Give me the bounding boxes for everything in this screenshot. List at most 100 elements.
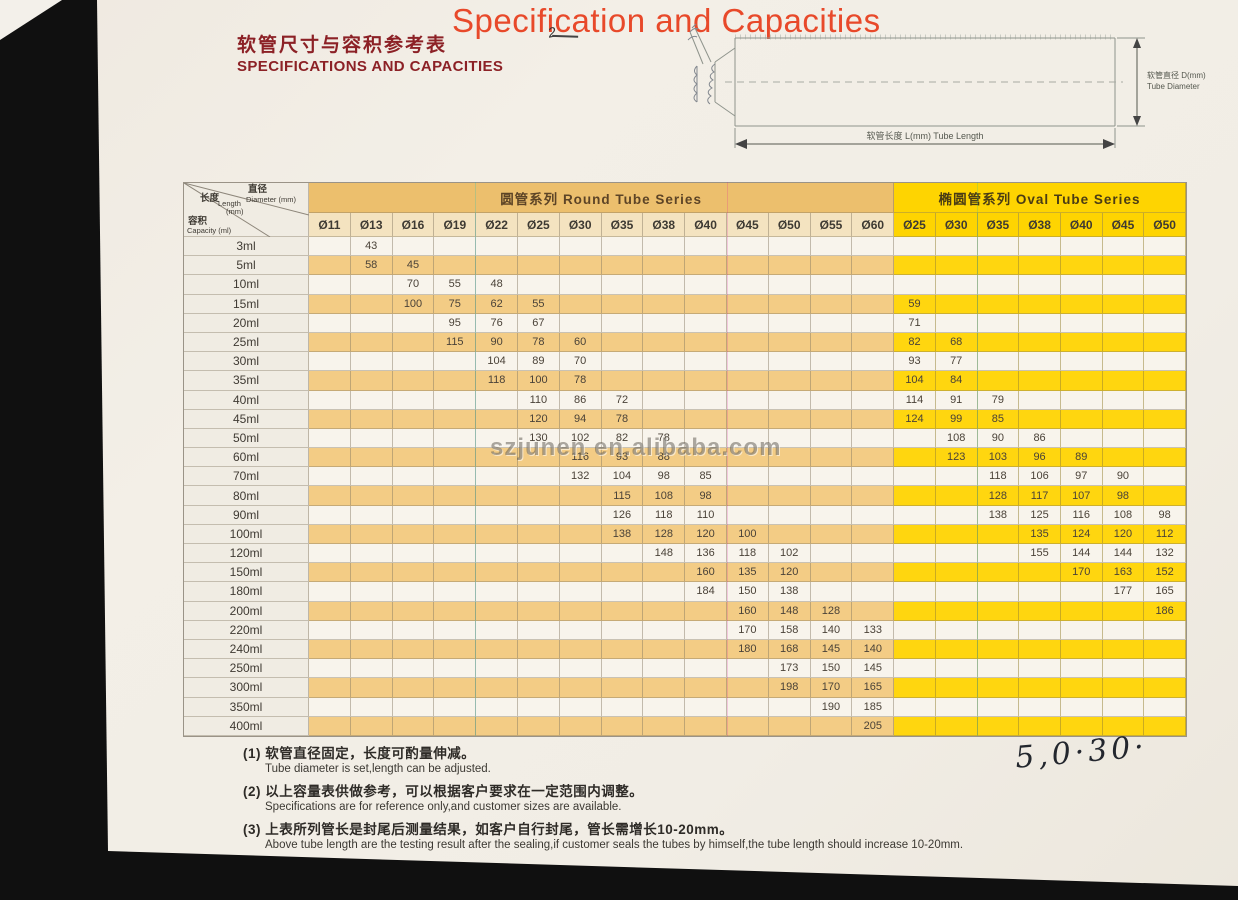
data-cell	[726, 352, 769, 372]
data-cell	[685, 237, 727, 257]
data-cell	[559, 256, 602, 276]
data-cell	[350, 563, 393, 583]
data-cell: 138	[601, 524, 644, 544]
data-cell	[935, 256, 978, 276]
data-cell	[1144, 467, 1186, 487]
data-cell	[1019, 332, 1061, 353]
data-cell	[1102, 639, 1145, 660]
footnote: (1) 软管直径固定，长度可酌量伸减。 Tube diameter is set…	[243, 742, 963, 775]
data-cell	[852, 409, 895, 429]
data-cell	[1144, 716, 1186, 736]
data-cell	[852, 237, 895, 257]
data-cell	[559, 716, 602, 736]
data-cell	[1102, 409, 1145, 429]
col-header: Ø11	[309, 213, 351, 237]
data-cell	[559, 563, 602, 583]
watermark: szjunen en.alibaba.com	[490, 434, 782, 461]
corner-capacity-en: Capacity (ml)	[187, 226, 232, 235]
data-cell	[517, 486, 560, 506]
data-cell	[392, 409, 435, 429]
data-cell: 110	[517, 390, 560, 410]
data-cell	[1019, 601, 1061, 621]
data-cell: 96	[1019, 448, 1061, 468]
data-cell	[726, 390, 769, 410]
data-cell	[309, 467, 351, 487]
capacity-cell: 400ml	[184, 716, 309, 736]
data-cell	[1019, 237, 1061, 257]
data-cell	[1060, 409, 1103, 429]
data-cell: 100	[392, 294, 435, 314]
data-cell	[643, 582, 686, 602]
data-cell: 135	[1019, 524, 1061, 544]
data-cell	[1060, 352, 1103, 372]
data-cell	[1144, 697, 1186, 717]
data-cell	[1019, 275, 1061, 295]
data-cell	[476, 601, 518, 621]
data-cell: 180	[726, 639, 769, 660]
data-cell	[434, 467, 477, 487]
data-cell	[476, 237, 518, 257]
data-cell	[977, 601, 1020, 621]
data-cell	[350, 582, 393, 602]
data-cell: 116	[1060, 505, 1103, 525]
data-cell	[935, 601, 978, 621]
data-cell	[476, 697, 518, 717]
data-cell	[392, 428, 435, 449]
data-cell	[643, 409, 686, 429]
data-cell	[434, 371, 477, 391]
data-cell: 55	[517, 294, 560, 314]
data-cell	[852, 486, 895, 506]
data-cell	[1144, 256, 1186, 276]
data-cell: 170	[726, 620, 769, 640]
data-cell: 133	[852, 620, 895, 640]
capacity-cell: 15ml	[184, 294, 309, 314]
data-cell	[476, 256, 518, 276]
data-cell	[810, 313, 853, 333]
data-cell	[1102, 332, 1145, 353]
capacity-cell: 3ml	[184, 237, 309, 257]
data-cell	[1102, 294, 1145, 314]
data-cell	[392, 716, 435, 736]
data-cell	[350, 601, 393, 621]
data-cell: 82	[894, 332, 936, 353]
data-cell: 68	[935, 332, 978, 353]
data-cell	[350, 678, 393, 698]
data-cell	[1144, 332, 1186, 353]
data-cell: 90	[1102, 467, 1145, 487]
data-cell	[517, 448, 560, 468]
data-cell	[434, 448, 477, 468]
data-cell	[601, 275, 644, 295]
data-cell	[977, 697, 1020, 717]
data-cell	[810, 409, 853, 429]
data-cell	[1102, 275, 1145, 295]
data-cell	[1019, 697, 1061, 717]
data-cell	[643, 294, 686, 314]
data-cell	[392, 601, 435, 621]
data-cell: 104	[894, 371, 936, 391]
note-cn: 以上容量表供做参考，可以根据客户要求在一定范围内调整。	[265, 784, 644, 799]
data-cell	[434, 256, 477, 276]
data-cell: 198	[768, 678, 811, 698]
data-cell	[309, 409, 351, 429]
tube-diagram: 软管直径 D(mm) Tube Diameter 软管长度 L(mm) Tube…	[687, 23, 1206, 149]
data-cell	[476, 563, 518, 583]
data-cell	[810, 486, 853, 506]
data-cell: 97	[1060, 467, 1103, 487]
oval-series-header: 椭圆管系列 Oval Tube Series	[894, 183, 1186, 213]
data-cell: 94	[559, 409, 602, 429]
data-cell	[852, 390, 895, 410]
col-header: Ø50	[768, 213, 811, 237]
spec-table: 长度 Length (mm) 直径 Diameter (mm) 容积 Capac…	[183, 182, 1187, 737]
data-cell: 88	[643, 448, 686, 468]
data-cell	[392, 486, 435, 506]
data-cell: 160	[726, 601, 769, 621]
data-cell	[726, 409, 769, 429]
table-corner-cell: 长度 Length (mm) 直径 Diameter (mm) 容积 Capac…	[184, 183, 309, 237]
data-cell: 120	[1102, 524, 1145, 544]
data-cell: 132	[559, 467, 602, 487]
data-cell	[476, 582, 518, 602]
data-cell	[1144, 639, 1186, 660]
data-cell: 123	[935, 448, 978, 468]
data-cell: 128	[977, 486, 1020, 506]
data-cell: 91	[935, 390, 978, 410]
